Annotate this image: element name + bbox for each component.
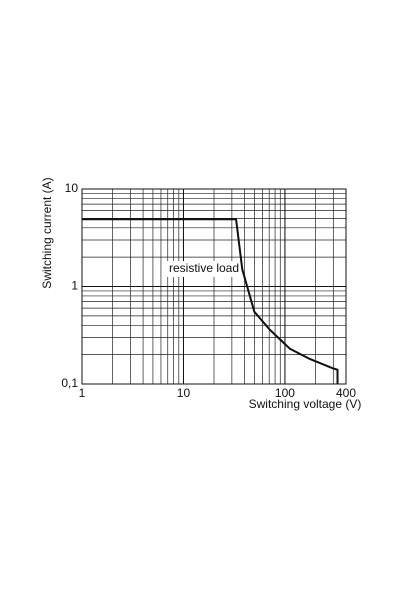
- x-axis-label: Switching voltage (V): [249, 397, 362, 411]
- x-tick-label: 1: [79, 386, 86, 400]
- x-tick-label: 10: [177, 386, 191, 400]
- annotation-background: [166, 261, 242, 277]
- annotation: resistive load: [169, 261, 239, 275]
- y-tick-label: 10: [65, 181, 79, 195]
- x-tick-label: 400: [336, 386, 356, 400]
- x-tick-label: 100: [275, 386, 295, 400]
- y-axis-label: Switching current (A): [40, 177, 54, 288]
- data-line: [82, 218, 339, 384]
- y-tick-label: 1: [71, 279, 78, 293]
- y-tick-label: 0,1: [61, 376, 78, 390]
